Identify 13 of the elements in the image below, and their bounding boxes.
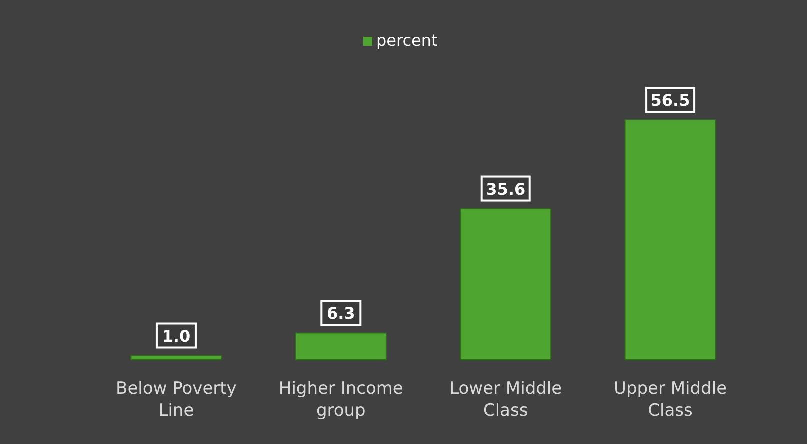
bar [624,120,716,360]
data-label: 6.3 [326,304,356,324]
data-label: 1.0 [162,326,191,346]
x-tick-label: Below Poverty Line [116,379,237,421]
x-tick-label: Higher Income group [278,379,404,421]
data-label: 56.5 [650,91,690,110]
x-tick-label: Lower Middle Class [450,379,562,421]
bar [295,332,387,360]
bar [130,355,222,360]
legend-label: percent [376,31,438,50]
bar [460,208,552,360]
data-label: 35.6 [486,180,526,199]
x-tick-label: Upper Middle Class [614,379,728,421]
